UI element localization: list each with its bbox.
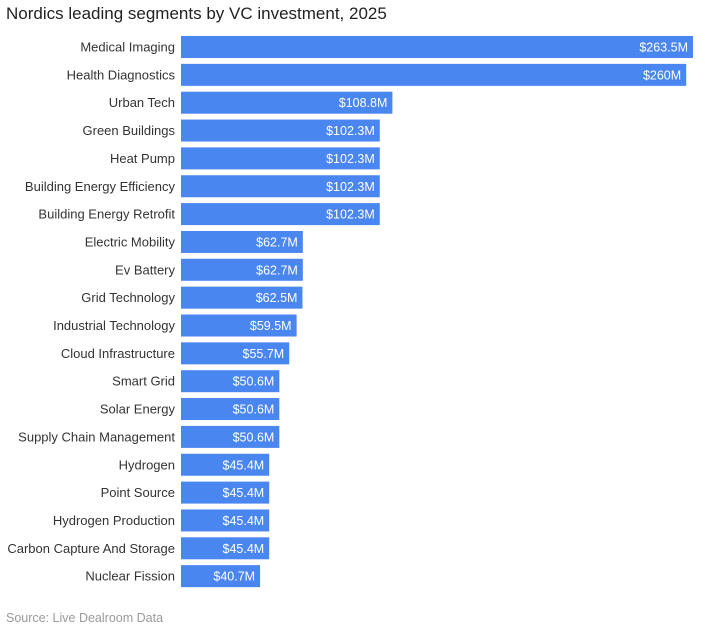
bar (181, 453, 270, 476)
bar (181, 119, 380, 142)
bar (181, 481, 270, 504)
value-label: $50.6M (233, 403, 275, 417)
category-label: Nuclear Fission (85, 569, 175, 584)
chart-source: Source: Live Dealroom Data (6, 611, 164, 625)
bar (181, 286, 303, 309)
value-label: $40.7M (213, 570, 255, 584)
bar (181, 314, 297, 337)
chart-title: Nordics leading segments by VC investmen… (6, 4, 387, 23)
category-label: Hydrogen (119, 457, 175, 472)
value-label: $102.3M (326, 124, 375, 138)
value-label: $45.4M (223, 458, 265, 472)
category-label: Green Buildings (83, 123, 176, 138)
category-label: Industrial Technology (53, 318, 175, 333)
category-label: Ev Battery (115, 262, 175, 277)
bar (181, 537, 270, 560)
category-label: Cloud Infrastructure (61, 346, 175, 361)
value-label: $108.8M (339, 96, 388, 110)
value-label: $260M (643, 68, 681, 82)
category-label: Health Diagnostics (67, 67, 176, 82)
bar (181, 370, 280, 393)
bar (181, 258, 303, 281)
bar (181, 425, 280, 448)
value-label: $50.6M (233, 430, 275, 444)
category-label: Carbon Capture And Storage (7, 541, 175, 556)
category-label: Urban Tech (109, 95, 175, 110)
category-label: Medical Imaging (80, 40, 175, 55)
value-label: $102.3M (326, 208, 375, 222)
category-label: Electric Mobility (85, 234, 176, 249)
value-label: $62.7M (256, 235, 298, 249)
value-label: $55.7M (243, 347, 285, 361)
value-label: $59.5M (250, 319, 292, 333)
value-label: $50.6M (233, 375, 275, 389)
bar (181, 91, 393, 114)
category-label: Solar Energy (100, 402, 176, 417)
bar (181, 342, 290, 365)
bar (181, 565, 261, 588)
category-label: Grid Technology (81, 290, 175, 305)
value-label: $62.7M (256, 263, 298, 277)
value-label: $45.4M (223, 486, 265, 500)
category-label: Supply Chain Management (18, 429, 175, 444)
value-label: $263.5M (639, 41, 688, 55)
bar (181, 147, 380, 170)
bar (181, 63, 687, 86)
bar (181, 230, 303, 253)
bar (181, 175, 380, 198)
bar (181, 509, 270, 532)
category-label: Point Source (101, 485, 175, 500)
category-label: Smart Grid (112, 374, 175, 389)
bar (181, 36, 693, 58)
value-label: $62.5M (256, 291, 298, 305)
bar-chart: Medical Imaging $263.5M Health Diagnostics… (7, 36, 693, 588)
category-label: Building Energy Retrofit (38, 207, 175, 222)
category-label: Hydrogen Production (53, 513, 175, 528)
value-label: $102.3M (326, 152, 375, 166)
category-label: Heat Pump (110, 151, 175, 166)
bar (181, 398, 280, 421)
value-label: $45.4M (223, 514, 265, 528)
value-label: $45.4M (223, 542, 265, 556)
bar (181, 203, 380, 226)
category-label: Building Energy Efficiency (25, 179, 176, 194)
value-label: $102.3M (326, 180, 375, 194)
